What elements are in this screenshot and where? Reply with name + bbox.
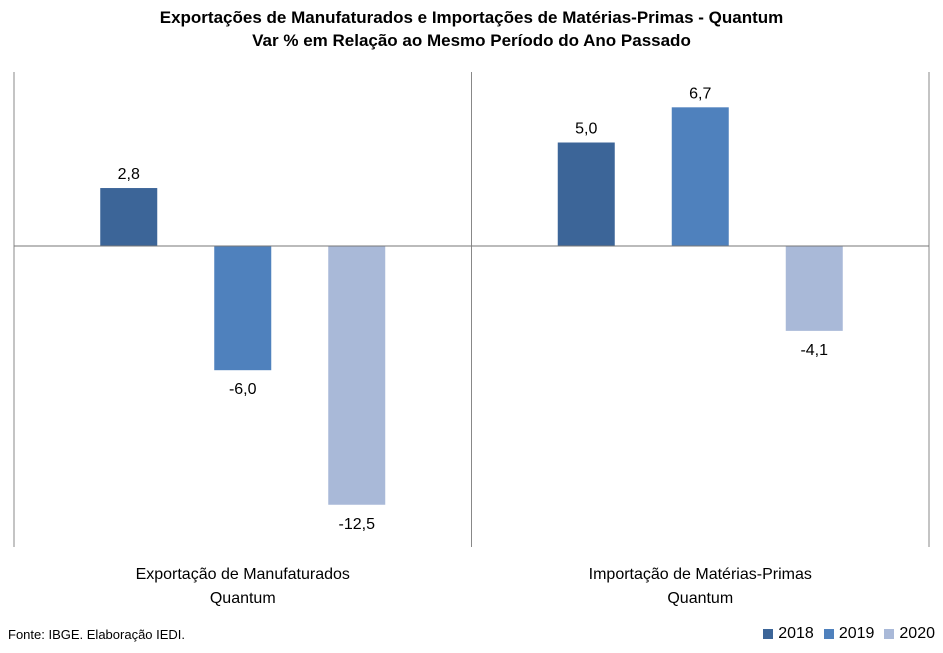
legend-item-2018: 2018 (763, 625, 814, 643)
bar-2018-cat1 (100, 188, 158, 246)
legend: 2018 2019 2020 (763, 625, 935, 643)
data-label-2020-cat2: -4,1 (800, 342, 828, 359)
chart-title-line2: Var % em Relação ao Mesmo Período do Ano… (252, 31, 691, 50)
legend-item-2020: 2020 (884, 625, 935, 643)
legend-swatch-2020 (884, 629, 895, 639)
data-label-2020-cat1: -12,5 (339, 516, 376, 533)
data-label-2018-cat1: 2,8 (118, 166, 140, 183)
bar-2020-cat1 (328, 246, 386, 505)
category-label-2-line1: Importação de Matérias-Primas (589, 566, 812, 583)
category-label-2-line2: Quantum (667, 590, 733, 607)
bar-2018-cat2 (557, 142, 615, 246)
bar-2019-cat2 (671, 107, 729, 246)
category-label-1-line2: Quantum (210, 590, 276, 607)
data-label-2018-cat2: 5,0 (575, 121, 597, 138)
source-note: Fonte: IBGE. Elaboração IEDI. (8, 627, 186, 642)
legend-item-2019: 2019 (823, 625, 875, 643)
chart-title-line1: Exportações de Manufaturados e Importaçõ… (159, 8, 784, 27)
category-label-1-line1: Exportação de Manufaturados (136, 566, 350, 583)
bar-2020-cat2 (785, 246, 843, 331)
legend-label-2020: 2020 (899, 625, 935, 642)
data-label-2019-cat2: 6,7 (689, 85, 711, 102)
legend-label-2018: 2018 (778, 625, 814, 642)
legend-swatch-2019 (823, 629, 834, 639)
legend-swatch-2018 (763, 629, 774, 639)
legend-label-2019: 2019 (838, 625, 875, 642)
bar-2019-cat1 (214, 246, 272, 371)
data-label-2019-cat1: -6,0 (229, 381, 257, 398)
